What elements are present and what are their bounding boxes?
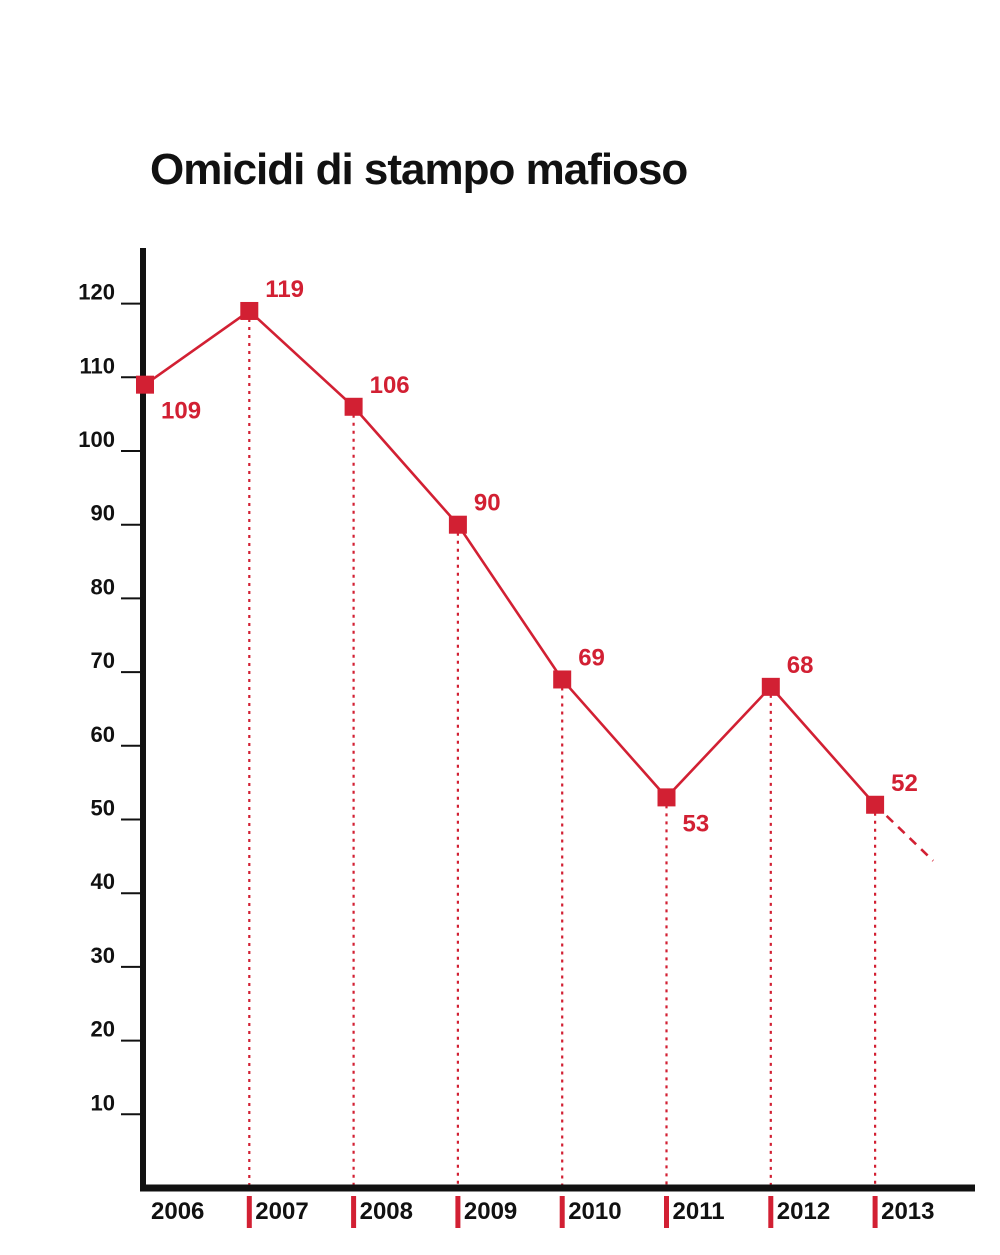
x-tick-2012	[768, 1196, 774, 1228]
data-point-2007	[240, 301, 259, 320]
axes	[140, 248, 975, 1192]
y-axis-ticks: 10 20 30 40 50 60 70 80 90 100 110 120	[78, 280, 143, 1116]
data-point-2006	[136, 375, 154, 394]
x-tick-label-2013: 2013	[881, 1198, 934, 1225]
x-tick-label-2010: 2010	[568, 1198, 621, 1225]
y-tick-label-50: 50	[91, 796, 115, 821]
y-tick-label-70: 70	[91, 648, 115, 673]
data-label-2012: 68	[787, 652, 814, 679]
data-label-2009: 90	[474, 490, 501, 517]
x-tick-2013	[872, 1196, 878, 1228]
data-label-2006: 109	[161, 398, 201, 425]
y-tick-label-120: 120	[78, 280, 115, 305]
data-labels: 109 119 106 90 69 53 68 52	[161, 276, 918, 837]
series-markers	[136, 301, 885, 814]
data-point-2012	[761, 677, 780, 696]
y-tick-label-80: 80	[91, 574, 115, 599]
y-tick-label-90: 90	[91, 501, 115, 526]
x-tick-label-2009: 2009	[464, 1198, 517, 1225]
x-tick-2010	[559, 1196, 565, 1228]
x-tick-2009	[455, 1196, 461, 1228]
x-tick-label-2011: 2011	[673, 1198, 725, 1225]
y-tick-label-110: 110	[80, 353, 116, 378]
data-label-2013: 52	[891, 770, 918, 797]
x-tick-2011	[664, 1196, 669, 1228]
vertical-guide-lines	[248, 310, 877, 1186]
data-point-2011	[657, 788, 676, 807]
data-label-2007: 119	[265, 276, 304, 303]
y-tick-label-100: 100	[78, 427, 115, 452]
data-label-2011: 53	[683, 810, 710, 837]
chart-title: Omicidi di stampo mafioso	[150, 145, 687, 194]
series-polyline	[144, 309, 877, 806]
x-tick-label-2006: 2006	[151, 1198, 204, 1225]
data-point-2013	[866, 795, 885, 814]
data-point-2010	[553, 670, 572, 689]
x-tick-label-2007: 2007	[255, 1198, 308, 1225]
trend-extension-line	[874, 803, 935, 862]
y-tick-label-30: 30	[91, 943, 115, 968]
x-tick-label-2008: 2008	[360, 1198, 413, 1225]
y-tick-label-40: 40	[91, 869, 115, 894]
x-tick-2007	[246, 1196, 252, 1228]
x-axis-ticks: 2006 2007 2008 2009 2010 2011 2012 2013	[151, 1196, 934, 1228]
data-point-2009	[448, 515, 467, 534]
data-point-2008	[344, 397, 363, 416]
y-tick-label-20: 20	[91, 1017, 115, 1042]
x-tick-label-2012: 2012	[777, 1198, 830, 1225]
series-line	[144, 309, 935, 862]
data-label-2010: 69	[578, 644, 605, 671]
data-label-2008: 106	[370, 372, 410, 399]
y-tick-label-60: 60	[91, 722, 115, 747]
x-tick-2008	[351, 1196, 357, 1228]
y-tick-label-10: 10	[91, 1090, 115, 1115]
